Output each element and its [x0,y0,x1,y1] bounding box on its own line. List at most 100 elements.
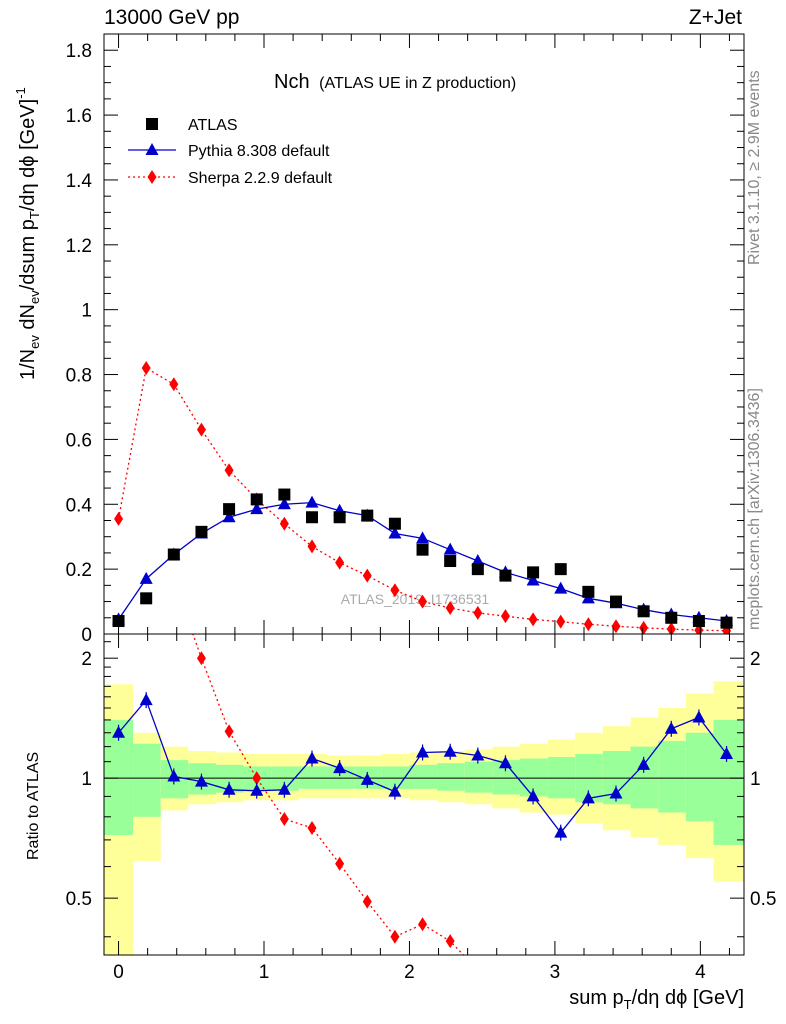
main-y-tick-label-1.8: 1.8 [66,41,92,62]
pythia-point-7 [305,495,319,508]
pythia-ratio-point-17 [581,791,595,804]
pythia-ratio-point-15 [526,789,540,802]
atlas-point-3 [195,525,208,538]
legend-sherpa-marker [147,170,157,184]
atlas-point-11 [416,543,429,556]
legend-label-1: Pythia 8.308 default [188,143,330,160]
sherpa-point-4 [224,463,234,478]
main-y-tick-label-0.4: 0.4 [66,495,93,516]
atlas-point-20 [665,611,678,624]
header-right-process: Z+Jet [688,6,742,29]
main-y-axis-title: 1/Nev dNev/dsum pT/dη dϕ [GeV]-1 [13,87,42,380]
atlas-point-5 [250,493,263,506]
band-inner-11 [409,764,438,789]
x-tick-label-0: 0 [113,962,124,983]
pythia-ratio-point-1 [139,693,153,706]
pythia-point-11 [416,531,430,544]
band-inner-20 [658,740,686,813]
atlas-point-17 [582,585,595,598]
band-inner-12 [437,763,465,791]
pythia-point-15 [526,573,540,586]
atlas-point-10 [388,517,401,530]
sherpa-ratio-point-7 [307,820,317,835]
atlas-point-6 [278,488,291,501]
band-inner-19 [630,746,659,809]
band-inner-1 [133,743,161,817]
band-inner-13 [464,761,493,793]
sherpa-point-22 [722,623,732,634]
band-inner-10 [381,766,410,789]
legend-label-0: ATLAS [188,117,238,134]
ratio-y-tick-label-right-1: 1 [750,769,761,790]
main-y-tick-label-1.6: 1.6 [66,106,92,127]
main-y-tick-label-0.8: 0.8 [66,366,92,387]
pythia-ratio-point-7 [305,751,319,764]
sherpa-ratio-point-12 [445,934,455,949]
panel-frames [103,33,745,956]
sherpa-point-9 [362,568,372,583]
atlas-point-21 [692,615,705,628]
sherpa-point-10 [390,583,400,598]
ratio-frame [103,633,745,956]
main-y-tick-label-0.2: 0.2 [66,560,92,581]
x-tick-label-3: 3 [550,962,561,983]
pythia-ratio-point-4 [222,782,236,795]
pythia-ratio-point-14 [498,756,512,769]
main-y-tick-label-1: 1 [81,301,92,322]
header-left-energy: 13000 GeV pp [104,6,240,29]
atlas-point-2 [167,548,180,561]
pythia-point-1 [139,571,153,584]
x-tick-label-4: 4 [695,962,706,983]
pythia-point-10 [388,526,402,539]
axis-ticks [104,33,744,955]
band-inner-22 [713,719,744,845]
sherpa-point-12 [445,601,455,616]
ratio-y-axis-title: Ratio to ATLAS [25,752,42,860]
pythia-ratio-point-21 [692,710,706,723]
sherpa-ratio-point-3 [196,651,206,666]
chart-title-main: Nch [274,71,310,93]
main-series-group [112,361,734,634]
sherpa-point-8 [335,555,345,570]
atlas-point-9 [361,509,374,522]
legend: ATLAS Pythia 8.308 default Sherpa 2.2.9 de… [128,117,333,187]
atlas-point-14 [499,569,512,582]
sherpa-point-13 [473,605,483,620]
atlas-point-13 [471,563,484,576]
pythia-ratio-point-2 [167,769,181,782]
pythia-ratio-point-6 [277,782,291,795]
pythia-ratio-point-11 [416,745,430,758]
pythia-point-16 [554,581,568,594]
sherpa-point-14 [500,609,510,624]
pythia-point-6 [277,497,291,510]
chart-subtitle: (ATLAS UE in Z production) [319,75,516,92]
x-tick-label-1: 1 [259,962,270,983]
sherpa-ratio-point-4 [224,724,234,739]
x-tick-label-2: 2 [404,962,415,983]
pythia-ratio-point-5 [250,783,264,796]
atlas-point-18 [610,595,622,608]
atlas-point-16 [554,563,567,576]
atlas-point-4 [223,503,236,516]
legend-pythia-marker [145,143,159,155]
sherpa-point-21 [694,623,704,634]
pythia-ratio-point-8 [333,761,347,774]
pythia-ratio-point-13 [471,748,485,761]
legend-atlas-marker [146,118,158,130]
atlas-point-8 [333,511,346,524]
pythia-ratio-point-3 [194,774,208,787]
sherpa-point-6 [279,516,289,531]
main-y-tick-label-0: 0 [81,625,92,646]
ratio-y-tick-label-right-0.5: 0.5 [750,889,776,910]
ratio-y-tick-label-left-1: 1 [81,769,92,790]
sherpa-ratio-point-10 [390,929,400,944]
atlas-point-22 [720,616,733,629]
pythia-ratio-point-19 [637,757,651,770]
pythia-ratio-point-20 [664,721,678,734]
sherpa-point-2 [169,377,179,392]
ratio-y-tick-label-right-2: 2 [750,649,761,670]
sherpa-point-16 [556,614,566,629]
pythia-point-5 [250,502,264,515]
pythia-point-4 [222,510,236,523]
